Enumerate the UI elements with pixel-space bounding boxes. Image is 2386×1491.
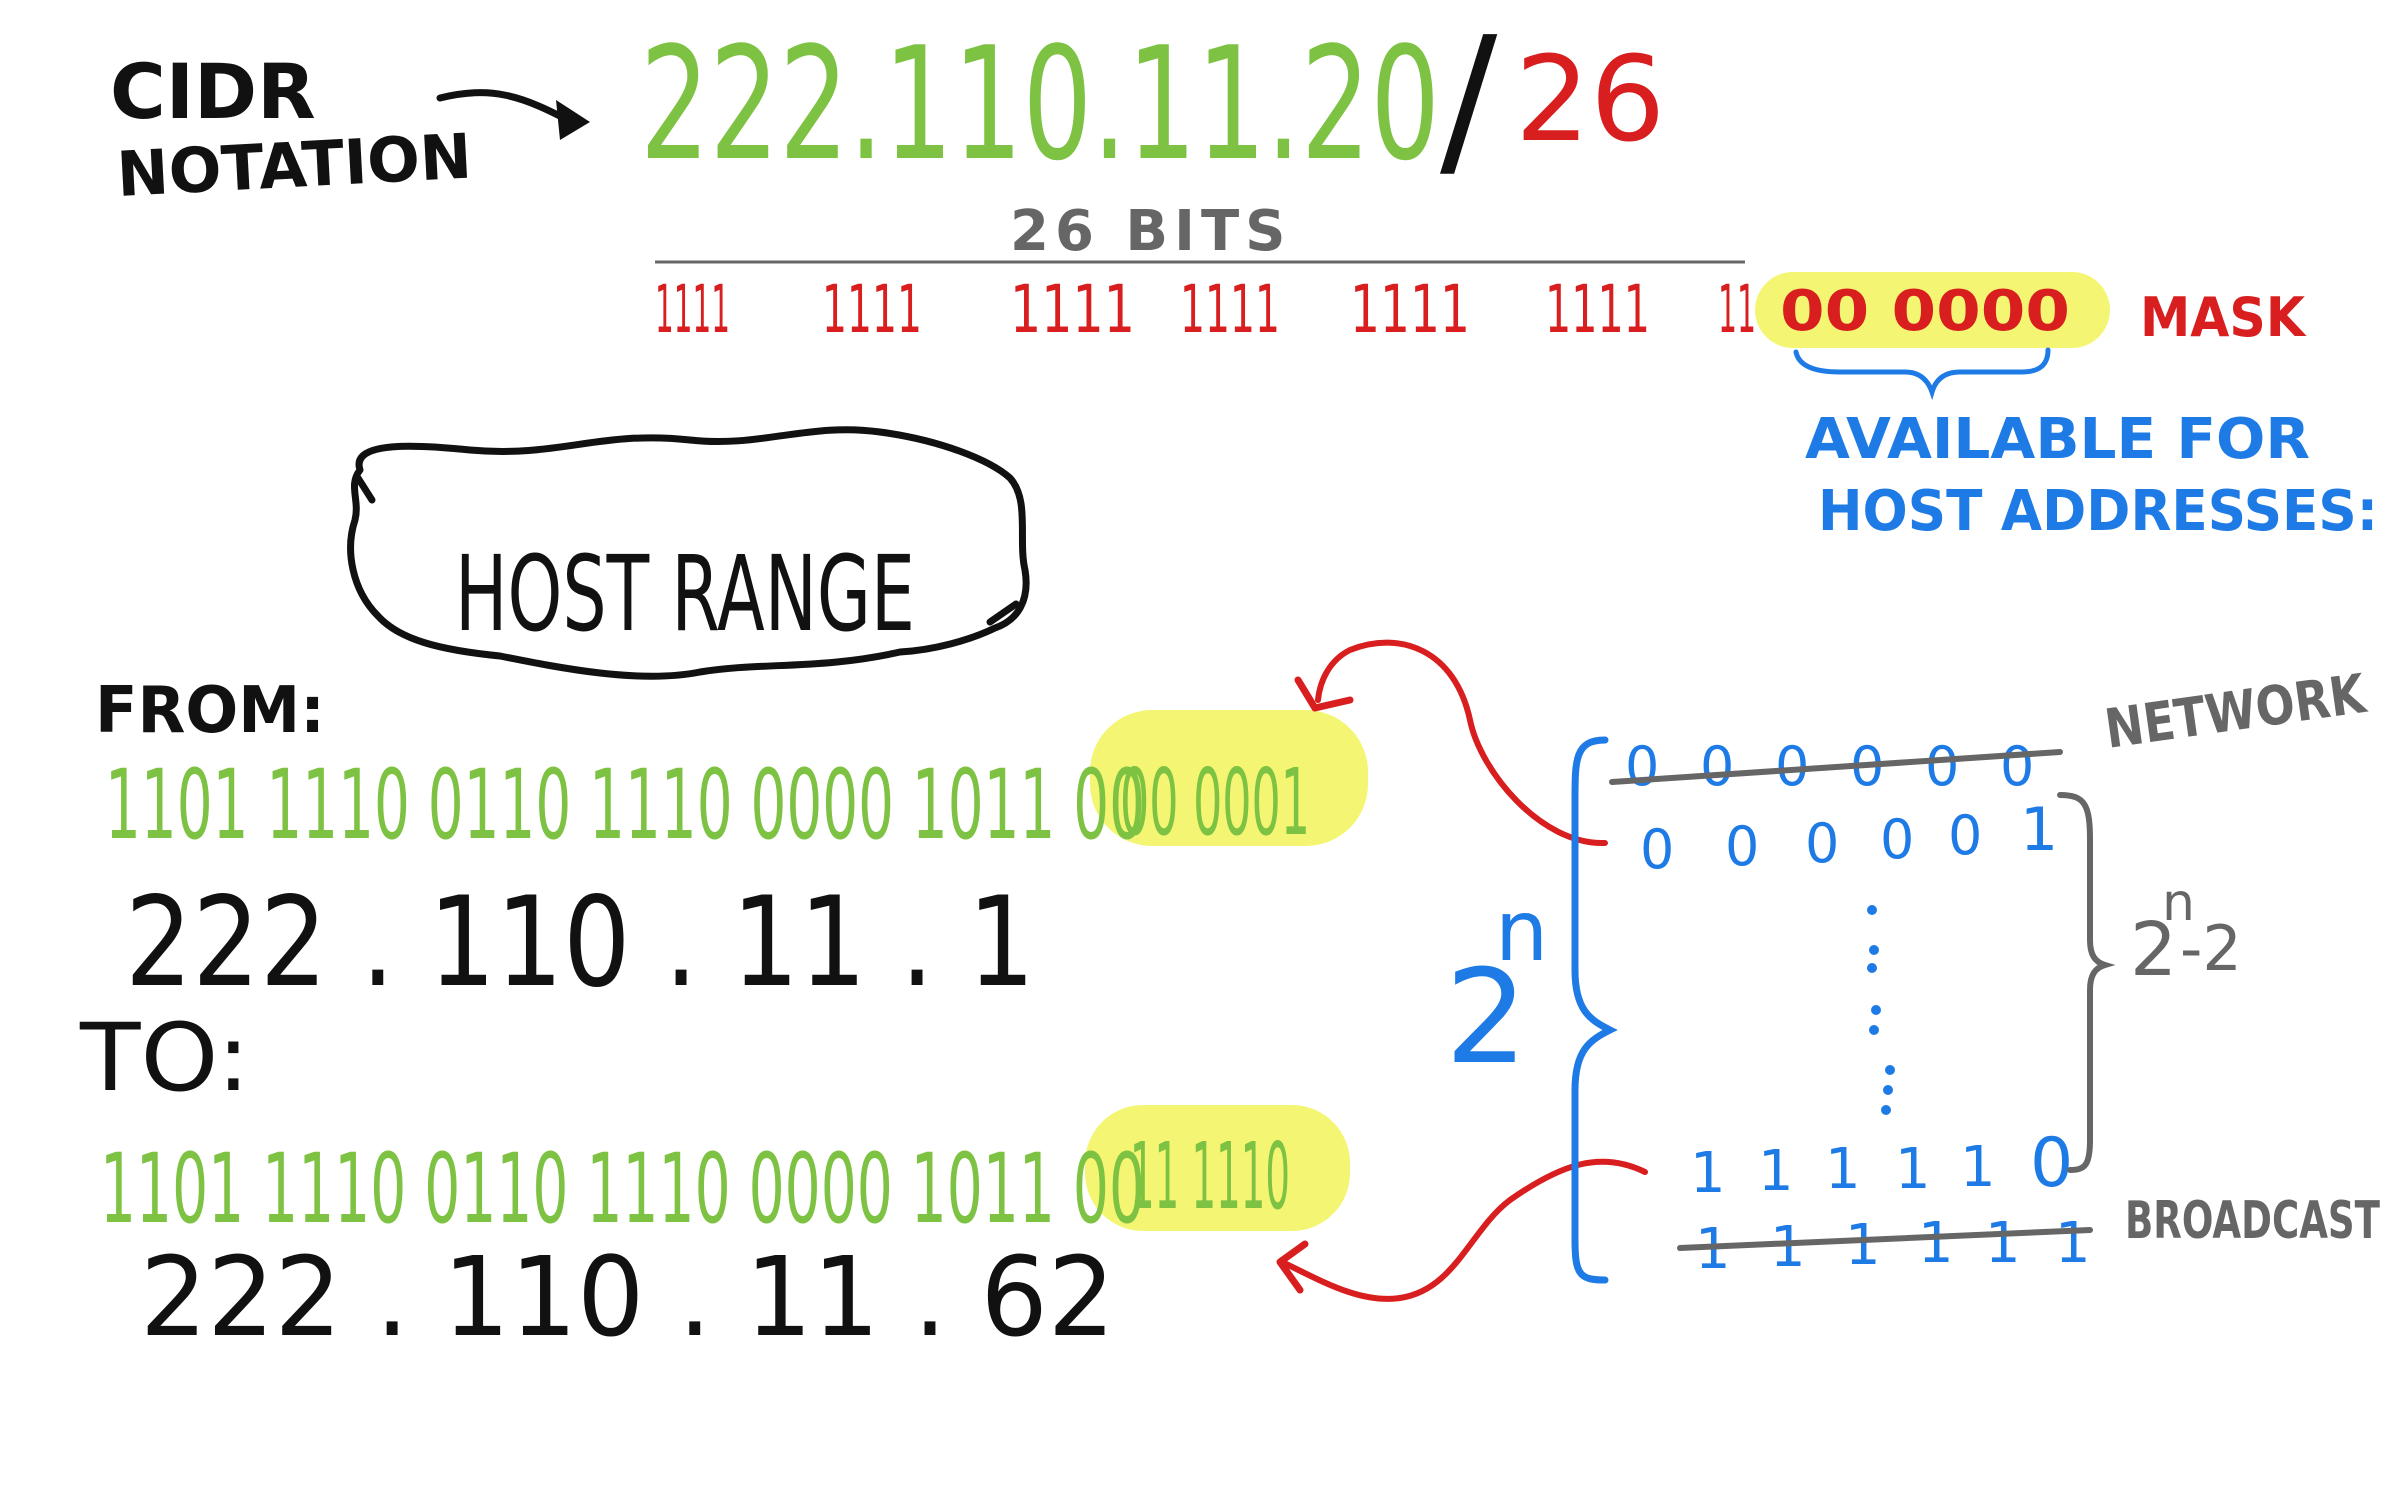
- mask-bits: 1111 1111 1111 1111 1111 1111 11 00 0000: [655, 271, 2070, 348]
- row-3-bit-3: 1: [1918, 1211, 1954, 1276]
- host-range-title: HOST RANGE: [455, 533, 915, 655]
- mask-label: MASK: [2140, 286, 2307, 349]
- host-bits-highlight: [1755, 272, 2110, 348]
- row-3-bit-1: 1: [1770, 1215, 1806, 1280]
- broadcast-strike-line: [1677, 1227, 2093, 1251]
- row-1-bit-1: 0: [1725, 815, 1759, 878]
- to-label: TO:: [79, 1004, 250, 1113]
- mask-trailing-ones: 11: [1718, 271, 1756, 348]
- cidr-label: CIDR NOTATION: [110, 47, 474, 211]
- row-2-bit-4: 1: [1960, 1135, 1996, 1200]
- bits-label: 26 BITS: [1010, 199, 1291, 264]
- row-0-bit-5: 0: [2000, 735, 2034, 798]
- usable-suffix: -2: [2180, 912, 2242, 985]
- total-exponent: n: [1495, 882, 1548, 980]
- row-0-bit-0: 0: [1625, 735, 1659, 798]
- row-0-bit-4: 0: [1925, 735, 1959, 798]
- from-decimal: 222 . 110 . 11 . 1: [125, 871, 1035, 1015]
- mask-group-4: 1111: [1180, 271, 1280, 348]
- last-host-arrow: [1276, 1158, 1648, 1302]
- available-line2: HOST ADDRESSES:: [1818, 479, 2378, 544]
- from-binary-network: 1101 1110 0110 1110 0000 1011 00: [105, 749, 1145, 861]
- from-binary-host: 00 0001: [1120, 749, 1310, 856]
- row-2-bit-5: 0: [2030, 1124, 2073, 1203]
- first-host-arrow: [1294, 639, 1608, 847]
- row-1-bit-3: 0: [1880, 808, 1914, 871]
- usable-brace: [2057, 792, 2116, 1173]
- row-1-bit-5: 1: [2020, 795, 2058, 865]
- row-1-bit-4: 0: [1948, 804, 1982, 867]
- row-1-bit-0: 0: [1640, 818, 1674, 881]
- mask-group-3: 1111: [1010, 271, 1135, 348]
- to-binary-host: 11 1110: [1130, 1123, 1290, 1230]
- from-host-highlight: [1090, 710, 1368, 846]
- usable-exponent: n: [2162, 873, 2195, 933]
- total-brace: [1571, 736, 1618, 1284]
- to-host-highlight: [1085, 1105, 1350, 1231]
- to-binary-network: 1101 1110 0110 1110 0000 1011 00: [100, 1133, 1145, 1245]
- mask-group-5: 1111: [1350, 271, 1470, 348]
- prefix-length: 26: [1515, 30, 1665, 168]
- broadcast-label: BROADCAST: [2125, 1191, 2380, 1251]
- host-range-cloud: [347, 426, 1030, 680]
- network-label: NETWORK: [2101, 662, 2371, 761]
- cidr-arrow: [436, 89, 590, 140]
- host-bits-brace: [1793, 347, 2051, 401]
- mask-group-1: 1111: [655, 271, 730, 348]
- row-2-bit-2: 1: [1825, 1137, 1861, 1202]
- row-3-bit-2: 1: [1845, 1213, 1881, 1278]
- table-row-last-host: 1 1 1 1 1 0: [1690, 1124, 2073, 1206]
- table-row-broadcast: 1 1 1 1 1 1: [1677, 1211, 2093, 1282]
- row-2-bit-3: 1: [1895, 1137, 1931, 1202]
- available-line1: AVAILABLE FOR: [1805, 407, 2310, 472]
- cidr-label-line1: CIDR: [110, 47, 316, 136]
- mask-group-2: 1111: [822, 271, 922, 348]
- ip-address: 222.110.11.20: [640, 13, 1440, 195]
- to-decimal: 222 . 110 . 11 . 62: [140, 1233, 1115, 1361]
- row-3-bit-4: 1: [1985, 1211, 2021, 1276]
- row-2-bit-1: 1: [1758, 1139, 1794, 1204]
- table-row-first-host: 0 0 0 0 0 1: [1640, 795, 2058, 881]
- table-row-network: 0 0 0 0 0 0: [1609, 735, 2063, 798]
- from-label: FROM:: [95, 674, 325, 748]
- slash: /: [1440, 1, 1498, 199]
- mask-host-zeros: 00 0000: [1780, 279, 2070, 344]
- network-strike-line: [1609, 749, 2063, 785]
- usable-base: 2: [2130, 907, 2177, 993]
- ellipsis-dots: [1867, 905, 1895, 1115]
- row-3-bit-5: 1: [2055, 1211, 2091, 1276]
- row-1-bit-2: 0: [1805, 812, 1839, 875]
- total-base: 2: [1445, 941, 1528, 1093]
- mask-group-6: 1111: [1545, 271, 1650, 348]
- row-2-bit-0: 1: [1690, 1141, 1726, 1206]
- row-0-bit-1: 0: [1700, 735, 1734, 798]
